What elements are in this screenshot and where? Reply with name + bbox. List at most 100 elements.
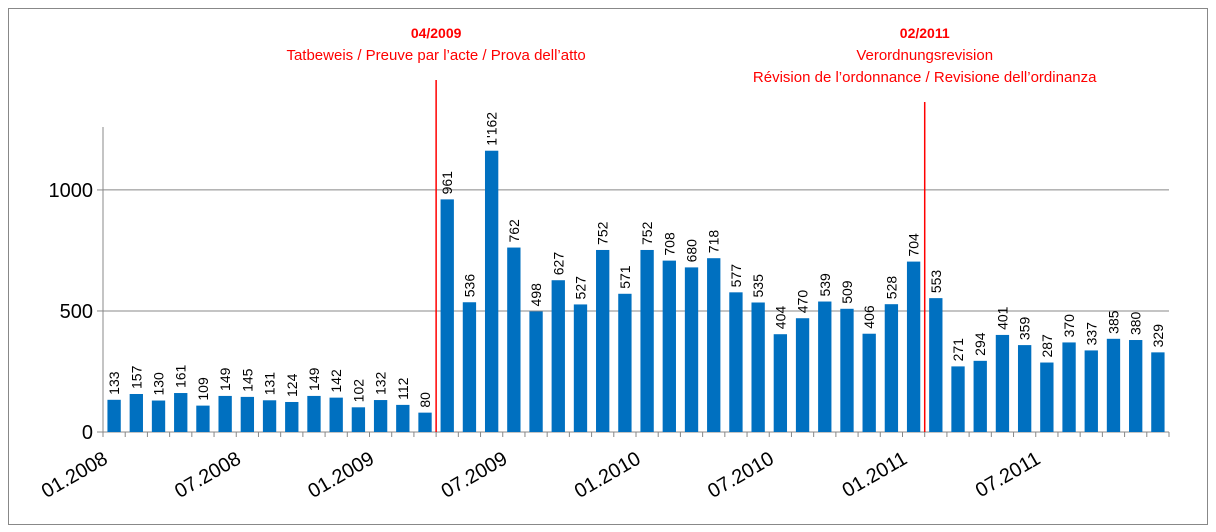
value-label: 109: [195, 377, 211, 401]
bar: [751, 302, 765, 432]
value-label: 708: [661, 232, 677, 256]
bar: [884, 304, 899, 432]
value-label: 385: [1105, 310, 1121, 334]
bar: [640, 249, 654, 432]
bar: [240, 396, 255, 432]
value-label: 553: [928, 270, 944, 294]
y-tick-label: 0: [82, 422, 93, 444]
annotation-title: 02/2011: [900, 25, 950, 41]
value-label: 112: [395, 377, 411, 400]
bar: [551, 280, 565, 432]
value-label: 571: [617, 265, 633, 289]
bar: [1151, 352, 1165, 432]
value-label: 406: [861, 305, 877, 329]
value-label: 161: [173, 364, 189, 388]
bar: [596, 249, 610, 432]
value-label: 380: [1128, 311, 1144, 335]
value-label: 527: [572, 276, 588, 300]
bar: [129, 393, 143, 432]
value-label: 577: [728, 264, 744, 288]
value-label: 80: [417, 392, 433, 408]
bar: [329, 397, 343, 432]
value-label: 509: [839, 280, 855, 304]
value-label: 149: [306, 367, 322, 391]
value-label: 130: [151, 372, 167, 396]
value-label: 704: [906, 233, 922, 257]
bar: [729, 292, 743, 432]
value-label: 680: [684, 239, 700, 263]
bar: [1040, 362, 1054, 432]
bar: [818, 301, 832, 432]
bar: [973, 360, 987, 432]
bar: [707, 258, 721, 432]
value-label: 329: [1150, 324, 1166, 348]
bar: [1017, 345, 1032, 432]
bar: [1062, 342, 1076, 432]
value-label: 337: [1083, 322, 1099, 346]
bar: [196, 405, 210, 432]
value-label: 157: [128, 365, 144, 389]
bar: [1084, 350, 1098, 432]
value-label: 498: [528, 283, 544, 307]
value-label: 718: [706, 230, 722, 254]
value-label: 536: [461, 274, 477, 298]
annotation-text: Tatbeweis / Preuve par l’acte / Prova de…: [286, 47, 585, 64]
bar: [307, 395, 321, 432]
value-label: 142: [328, 369, 344, 393]
bar: [262, 400, 277, 432]
bar: [995, 334, 1010, 432]
annotation-title: 04/2009: [411, 25, 462, 41]
bar: [418, 412, 432, 432]
bar: [373, 400, 388, 432]
bar: [218, 395, 232, 432]
value-label: 752: [639, 221, 655, 245]
bar: [951, 366, 965, 432]
value-label: 133: [106, 371, 122, 395]
value-label: 102: [350, 379, 366, 403]
bar: [795, 318, 810, 432]
value-label: 401: [994, 306, 1010, 330]
value-label: 131: [262, 372, 278, 396]
bar: [174, 393, 188, 432]
bar: [684, 267, 699, 432]
bar: [862, 333, 876, 432]
value-label: 404: [772, 306, 788, 330]
value-label: 124: [284, 373, 300, 397]
value-label: 1'162: [484, 112, 500, 146]
bar: [906, 261, 921, 432]
bar: [662, 260, 676, 432]
value-label: 271: [950, 338, 966, 362]
value-label: 528: [883, 276, 899, 300]
bar: [484, 150, 499, 432]
bar: [529, 311, 543, 432]
bar: [351, 407, 366, 432]
bar: [440, 199, 454, 432]
bar: [396, 404, 410, 432]
value-label: 132: [373, 371, 389, 395]
bar: [840, 308, 854, 432]
value-label: 535: [750, 274, 766, 298]
y-tick-label: 500: [60, 301, 93, 323]
bar: [1106, 338, 1121, 432]
value-label: 287: [1039, 334, 1055, 358]
bar: [285, 401, 299, 432]
bar: [462, 302, 477, 432]
value-label: 762: [506, 219, 522, 243]
value-label: 149: [217, 367, 233, 391]
bar: [151, 400, 166, 432]
bar: [107, 399, 121, 432]
value-label: 145: [239, 368, 255, 392]
value-label: 294: [972, 332, 988, 356]
value-label: 627: [550, 252, 566, 276]
bar: [573, 304, 588, 432]
value-label: 370: [1061, 314, 1077, 338]
value-label: 961: [439, 171, 455, 195]
bar: [507, 247, 521, 432]
value-label: 470: [795, 290, 811, 314]
bar: [929, 298, 943, 432]
value-label: 539: [817, 273, 833, 297]
value-label: 359: [1017, 317, 1033, 341]
bar: [773, 334, 788, 432]
bar: [1129, 340, 1143, 432]
annotation-text: Verordnungsrevision: [856, 47, 993, 64]
